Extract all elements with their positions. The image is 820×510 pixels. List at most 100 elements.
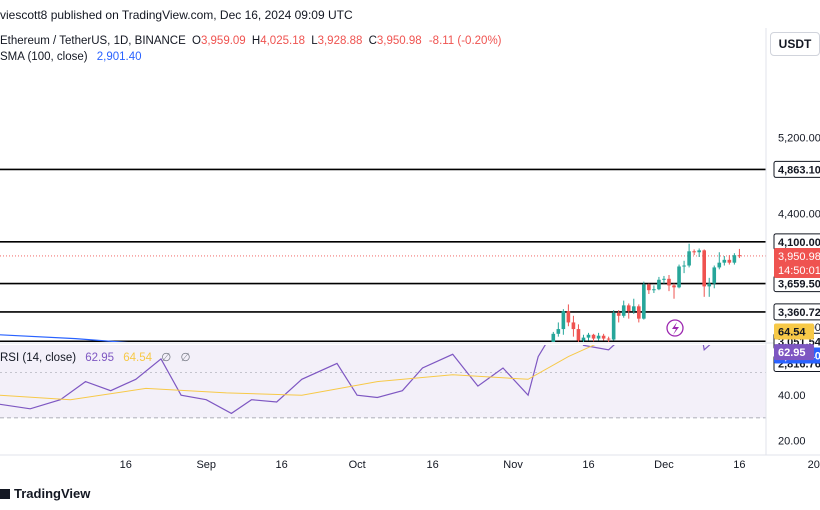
- rsi-axis-label: 62.95: [778, 347, 806, 359]
- candle: [702, 249, 706, 297]
- chart-canvas[interactable]: 4,863.104,100.003,659.503,360.723,051.54…: [0, 0, 820, 484]
- last-price-box: [774, 247, 820, 278]
- high-value: 4,025.18: [260, 35, 305, 47]
- candle-body: [631, 306, 636, 312]
- candle: [616, 310, 621, 323]
- candle: [551, 331, 556, 342]
- last-price-label: 3,950.98: [778, 251, 820, 263]
- candle-body: [712, 267, 717, 284]
- candle: [722, 256, 727, 266]
- rsi-extra-1: ∅: [161, 352, 172, 364]
- candle-body: [722, 259, 727, 263]
- candle: [647, 283, 651, 294]
- sma-legend[interactable]: SMA (100, close) 2,901.40: [0, 51, 142, 63]
- time-tick-label: 16: [733, 459, 745, 471]
- candle: [621, 300, 626, 318]
- time-tick-label: Nov: [503, 459, 523, 471]
- tradingview-brand[interactable]: TradingView: [0, 486, 90, 501]
- candle-body: [576, 329, 581, 341]
- candle: [717, 252, 722, 270]
- change-value: -8.11 (-0.20%): [428, 35, 502, 47]
- candle-body: [692, 251, 696, 253]
- candle-body: [682, 265, 686, 267]
- rsi-legend[interactable]: RSI (14, close) 62.95 64.54 ∅ ∅: [0, 350, 191, 364]
- candle: [687, 243, 691, 268]
- rsi-tick-label: 20.00: [778, 436, 806, 448]
- rsi-pane[interactable]: [0, 314, 766, 419]
- candle-body: [662, 278, 666, 280]
- candle-body: [732, 255, 737, 263]
- price-pane[interactable]: [0, 168, 820, 426]
- candle-body: [707, 283, 712, 287]
- candle: [672, 283, 676, 299]
- candle: [556, 322, 561, 337]
- candle: [626, 303, 631, 319]
- time-tick-label: Dec: [654, 459, 674, 471]
- candle-body: [626, 305, 631, 312]
- candle-body: [571, 322, 576, 330]
- candle: [637, 304, 641, 323]
- candle: [677, 264, 681, 289]
- candle: [606, 336, 611, 342]
- level-label-box: [773, 160, 820, 178]
- candle-body: [647, 284, 651, 291]
- candle: [712, 265, 717, 289]
- rsi-line: [0, 345, 711, 415]
- candle: [657, 276, 661, 291]
- candle: [591, 333, 596, 342]
- candle-body: [637, 306, 641, 319]
- candle: [682, 260, 686, 274]
- candle-body: [717, 262, 722, 268]
- candle: [566, 304, 571, 327]
- time-tick-label: Oct: [349, 459, 366, 471]
- candle-body: [591, 334, 596, 339]
- top-bar: viescott8 published on TradingView.com, …: [0, 0, 820, 28]
- symbol-label[interactable]: Ethereum / TetherUS, 1D, BINANCE: [0, 35, 186, 47]
- candle-body: [672, 285, 676, 288]
- candle-body: [621, 305, 626, 316]
- rsi-label[interactable]: RSI (14, close): [0, 352, 77, 364]
- time-tick-label: 16: [426, 459, 438, 471]
- price-legend[interactable]: Ethereum / TetherUS, 1D, BINANCE O3,959.…: [0, 35, 502, 47]
- candle-body: [657, 279, 661, 290]
- candle: [571, 315, 576, 337]
- countdown-label: 14:50:01: [778, 265, 820, 277]
- candle-body: [697, 250, 701, 253]
- candle-body: [727, 259, 732, 263]
- candle-body: [596, 335, 601, 339]
- level-label-box: [773, 303, 820, 321]
- time-tick-label: 16: [120, 459, 132, 471]
- rsi-axis-label-box: [774, 344, 814, 361]
- rsi-tick-label: 40.00: [778, 390, 806, 402]
- time-tick-label: 2025: [808, 459, 820, 471]
- candle: [652, 285, 656, 294]
- candle: [586, 332, 591, 341]
- brand-text: TradingView: [14, 486, 91, 501]
- candle-body: [606, 338, 611, 340]
- candle-body: [611, 312, 616, 340]
- candle-body: [556, 329, 561, 334]
- lightning-bolt-icon[interactable]: [666, 319, 684, 337]
- candle-body: [586, 334, 591, 338]
- level-label: 4,863.10: [778, 164, 820, 176]
- rsi-ma-line: [0, 345, 596, 401]
- candle-body: [581, 337, 586, 341]
- candle-body: [642, 284, 646, 319]
- candle-body: [737, 255, 742, 257]
- currency-button[interactable]: USDT: [770, 32, 820, 56]
- sma-label[interactable]: SMA (100, close): [0, 51, 88, 63]
- candle: [662, 275, 666, 284]
- candle-body: [702, 250, 706, 287]
- low-label: L: [311, 35, 318, 47]
- sma-value: 2,901.40: [96, 51, 142, 63]
- candle-body: [652, 289, 656, 291]
- price-tick-label: 5,200.00: [778, 132, 820, 144]
- price-plot: [0, 168, 766, 342]
- time-tick-label: 16: [582, 459, 594, 471]
- level-label: 3,360.72: [778, 307, 820, 319]
- candle-body: [677, 266, 681, 288]
- open-value: 3,959.09: [200, 35, 246, 47]
- candle: [601, 333, 606, 341]
- rsi-ma-value: 64.54: [123, 352, 153, 364]
- candle: [727, 255, 732, 265]
